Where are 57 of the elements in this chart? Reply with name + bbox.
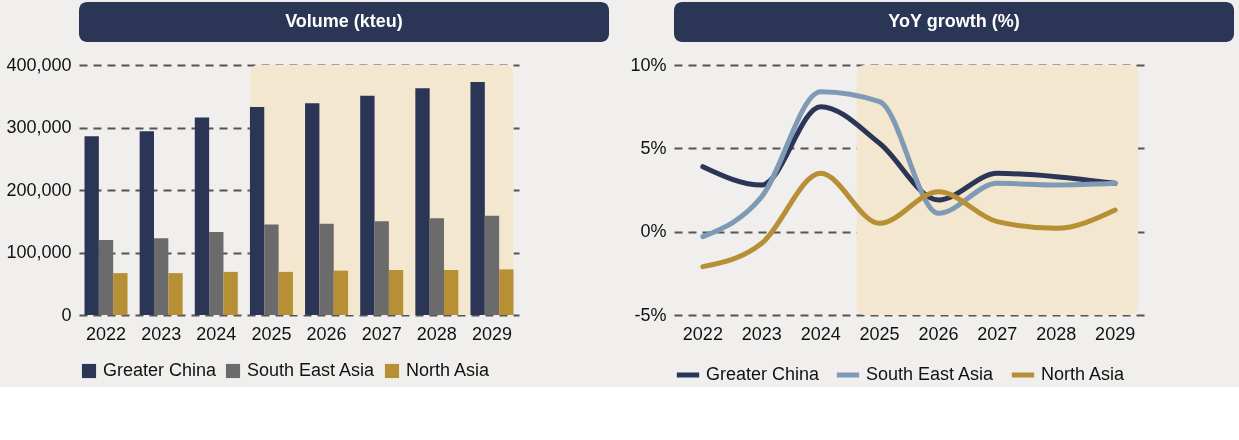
bar: [194, 117, 210, 315]
bar: [415, 88, 430, 315]
x-tick-label: 2026: [918, 323, 959, 344]
y-tick-label: -5%: [634, 304, 667, 325]
bar: [84, 136, 99, 315]
bar: [223, 271, 238, 315]
legend-label: Greater China: [103, 360, 218, 380]
legend-label: Greater China: [706, 364, 821, 384]
bar: [139, 131, 154, 315]
bar: [249, 106, 265, 315]
x-tick-label: 2023: [141, 323, 182, 344]
bar: [278, 271, 293, 315]
x-tick-label: 2029: [1095, 323, 1136, 344]
x-tick-label: 2023: [741, 323, 782, 344]
y-tick-label: 300,000: [6, 117, 72, 137]
y-tick-label: 0: [61, 304, 72, 325]
bar: [305, 103, 320, 315]
legend-label: South East Asia: [866, 364, 995, 384]
x-tick-label: 2022: [682, 323, 723, 344]
x-tick-label: 2026: [306, 323, 347, 344]
x-tick-label: 2025: [859, 323, 900, 344]
x-tick-label: 2027: [361, 323, 402, 344]
x-tick-label: 2028: [1036, 323, 1077, 344]
bar: [319, 223, 334, 315]
y-tick-label: 200,000: [6, 179, 72, 200]
chart-title: Volume (kteu): [285, 11, 403, 31]
bar: [444, 270, 459, 315]
x-tick-label: 2028: [416, 323, 457, 344]
bar: [499, 269, 514, 315]
y-tick-label: 0%: [640, 221, 667, 242]
x-tick-label: 2022: [85, 323, 127, 344]
y-tick-label: 10%: [630, 54, 667, 75]
y-tick-label: 100,000: [6, 242, 72, 262]
bar: [333, 270, 349, 315]
bar: [388, 270, 404, 315]
x-tick-label: 2025: [251, 323, 292, 344]
bar: [168, 273, 183, 315]
bar: [98, 240, 114, 315]
legend-label: North Asia: [1041, 364, 1126, 384]
bar: [374, 221, 389, 315]
bar: [470, 81, 485, 315]
y-tick-label: 5%: [640, 137, 667, 158]
chart-title: YoY growth (%): [888, 11, 1020, 31]
legend-label: North Asia: [406, 360, 491, 380]
x-tick-label: 2024: [196, 323, 237, 344]
bar: [264, 224, 279, 315]
y-tick-label: 400,000: [6, 54, 72, 75]
bar: [429, 218, 445, 315]
bar: [113, 273, 128, 315]
legend-label: South East Asia: [247, 360, 376, 380]
bar: [360, 95, 375, 315]
bar: [484, 215, 500, 315]
x-tick-label: 2027: [977, 323, 1018, 344]
x-tick-label: 2029: [471, 323, 513, 344]
bar: [209, 231, 224, 315]
x-tick-label: 2024: [800, 323, 841, 344]
bar: [153, 238, 169, 315]
